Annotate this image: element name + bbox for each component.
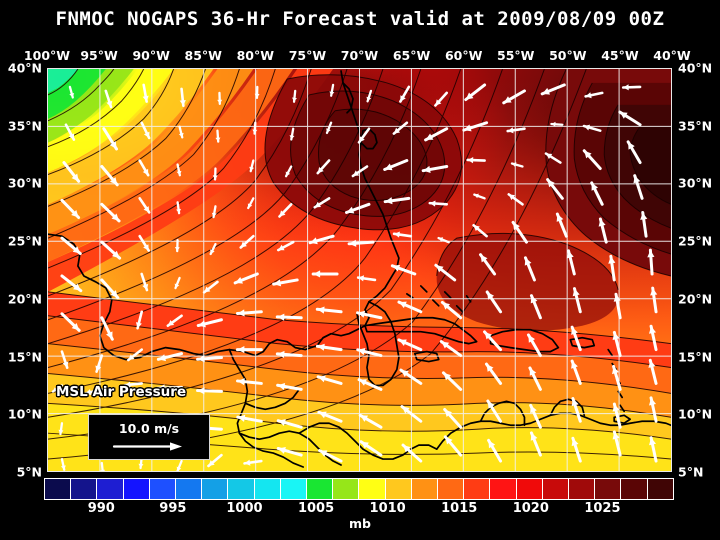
y-tick-label-left: 35°N bbox=[7, 118, 42, 134]
x-tick-label: 70°W bbox=[340, 48, 379, 63]
colorbar-cell[interactable] bbox=[569, 479, 596, 499]
colorbar-tick-label: 1000 bbox=[226, 501, 263, 516]
y-tick-label-right: 10°N bbox=[678, 406, 713, 422]
colorbar-tick-label: 1015 bbox=[441, 501, 478, 516]
pressure-colorbar[interactable] bbox=[44, 478, 674, 500]
y-tick-label-right: 5°N bbox=[678, 464, 704, 480]
colorbar-cell[interactable] bbox=[202, 479, 229, 499]
x-tick-label: 95°W bbox=[80, 48, 118, 63]
colorbar-cell[interactable] bbox=[359, 479, 386, 499]
map-gridlines bbox=[48, 69, 671, 471]
y-tick-label-left: 25°N bbox=[7, 233, 42, 249]
colorbar-cell[interactable] bbox=[228, 479, 255, 499]
y-tick-label-left: 20°N bbox=[7, 291, 42, 307]
y-tick-label-left: 5°N bbox=[16, 464, 42, 480]
x-tick-label: 100°W bbox=[23, 48, 71, 63]
x-tick-label: 55°W bbox=[497, 48, 535, 63]
y-tick-label-right: 35°N bbox=[678, 118, 713, 134]
y-tick-label-right: 30°N bbox=[678, 175, 713, 191]
colorbar-cell[interactable] bbox=[464, 479, 491, 499]
colorbar-cell[interactable] bbox=[621, 479, 648, 499]
colorbar-cell[interactable] bbox=[516, 479, 543, 499]
x-tick-label: 75°W bbox=[288, 48, 327, 63]
x-tick-label: 60°W bbox=[444, 48, 483, 63]
x-tick-label: 85°W bbox=[184, 48, 222, 63]
colorbar-cell[interactable] bbox=[438, 479, 465, 499]
colorbar-tick-label: 1020 bbox=[512, 501, 549, 516]
colorbar-tick-label: 1010 bbox=[369, 501, 406, 516]
y-tick-label-right: 40°N bbox=[678, 60, 713, 76]
map-plot-area[interactable] bbox=[47, 68, 672, 472]
x-tick-label: 90°W bbox=[132, 48, 170, 63]
right-arrow-icon bbox=[112, 442, 182, 451]
colorbar-cell[interactable] bbox=[45, 479, 72, 499]
x-tick-label: 80°W bbox=[236, 48, 275, 63]
y-tick-label-right: 25°N bbox=[678, 233, 713, 249]
colorbar-cell[interactable] bbox=[149, 479, 177, 499]
y-tick-label-left: 15°N bbox=[7, 349, 42, 365]
colorbar-cell[interactable] bbox=[385, 479, 412, 499]
colorbar-cell[interactable] bbox=[97, 479, 124, 499]
colorbar-cell[interactable] bbox=[71, 479, 98, 499]
colorbar-tick-label: 1005 bbox=[297, 501, 335, 516]
colorbar-tick-label: 1025 bbox=[584, 501, 621, 516]
colorbar-cell[interactable] bbox=[542, 479, 570, 499]
colorbar-cell[interactable] bbox=[490, 479, 517, 499]
colorbar-tick-label: 995 bbox=[159, 501, 187, 516]
colorbar-cell[interactable] bbox=[595, 479, 622, 499]
page-title: FNMOC NOGAPS 36-Hr Forecast valid at 200… bbox=[55, 8, 665, 30]
map-canvas bbox=[48, 69, 671, 471]
colorbar-unit-label: mb bbox=[349, 516, 371, 531]
colorbar-cell[interactable] bbox=[411, 479, 439, 499]
colorbar-cell[interactable] bbox=[647, 479, 673, 499]
x-tick-label: 50°W bbox=[549, 48, 587, 63]
y-tick-label-left: 10°N bbox=[7, 406, 42, 422]
colorbar-cell[interactable] bbox=[176, 479, 203, 499]
colorbar-tick-label: 990 bbox=[87, 501, 115, 516]
y-tick-label-right: 15°N bbox=[678, 349, 713, 365]
wind-scale-label: 10.0 m/s bbox=[118, 420, 180, 436]
colorbar-cell[interactable] bbox=[123, 479, 150, 499]
x-tick-label: 45°W bbox=[601, 48, 639, 63]
y-tick-label-left: 40°N bbox=[7, 60, 42, 76]
x-tick-label: 65°W bbox=[392, 48, 431, 63]
colorbar-cell[interactable] bbox=[307, 479, 334, 499]
colorbar-cell[interactable] bbox=[254, 479, 281, 499]
colorbar-cell[interactable] bbox=[333, 479, 360, 499]
x-tick-label: 40°W bbox=[653, 48, 691, 63]
y-tick-label-left: 30°N bbox=[7, 175, 42, 191]
colorbar-cell[interactable] bbox=[280, 479, 308, 499]
wind-scale-key: 10.0 m/s bbox=[88, 414, 210, 460]
y-tick-label-right: 20°N bbox=[678, 291, 713, 307]
